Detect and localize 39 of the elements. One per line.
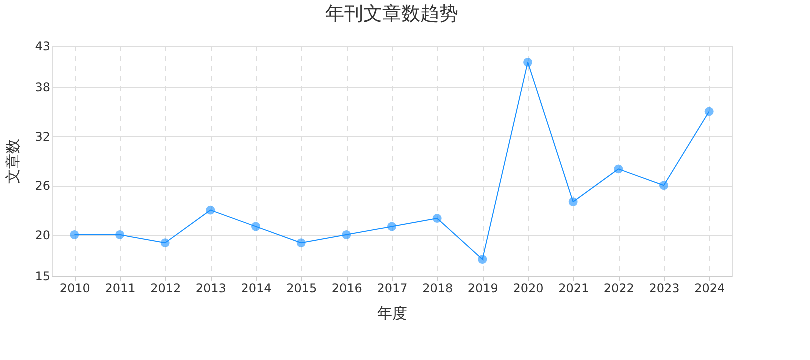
y-tick-label: 15 bbox=[35, 270, 50, 284]
point bbox=[116, 230, 124, 240]
x-tick-label: 2018 bbox=[422, 282, 454, 296]
y-tick-label: 26 bbox=[35, 179, 50, 194]
x-tick-label: 2024 bbox=[694, 282, 726, 296]
point bbox=[524, 58, 532, 67]
point bbox=[388, 222, 396, 232]
x-tick-label: 2022 bbox=[604, 282, 634, 296]
point bbox=[70, 230, 80, 240]
point bbox=[704, 107, 714, 116]
x-tick-label: 2013 bbox=[196, 282, 226, 296]
point bbox=[342, 230, 352, 240]
x-tick-label: 2020 bbox=[513, 282, 544, 296]
point bbox=[206, 206, 216, 215]
point bbox=[432, 214, 442, 223]
point bbox=[478, 255, 488, 264]
y-tick-label: 20 bbox=[35, 228, 50, 242]
x-tick-label: 2012 bbox=[150, 282, 182, 296]
y-axis-title: 文章数 bbox=[4, 139, 22, 184]
y-tick-label: 38 bbox=[35, 80, 50, 95]
x-tick-label: 2017 bbox=[377, 282, 408, 296]
x-tick-label: 2021 bbox=[558, 282, 590, 296]
x-tick-label: 2011 bbox=[105, 282, 136, 296]
point bbox=[660, 181, 668, 190]
point bbox=[296, 238, 306, 248]
point bbox=[252, 222, 260, 232]
point bbox=[568, 198, 578, 207]
x-tick-label: 2016 bbox=[332, 282, 362, 296]
x-tick-label: 2010 bbox=[60, 282, 90, 296]
chart-title: 年刊文章数趋势 bbox=[326, 3, 458, 25]
x-tick-label: 2015 bbox=[286, 282, 318, 296]
x-axis-title: 年度 bbox=[378, 304, 408, 322]
x-tick-label: 2023 bbox=[649, 282, 680, 296]
y-tick-label: 43 bbox=[35, 40, 50, 54]
x-tick-label: 2019 bbox=[468, 282, 498, 296]
y-tick-label: 32 bbox=[35, 130, 50, 144]
point bbox=[160, 238, 170, 248]
point bbox=[614, 164, 624, 174]
x-tick-label: 2014 bbox=[241, 282, 272, 296]
